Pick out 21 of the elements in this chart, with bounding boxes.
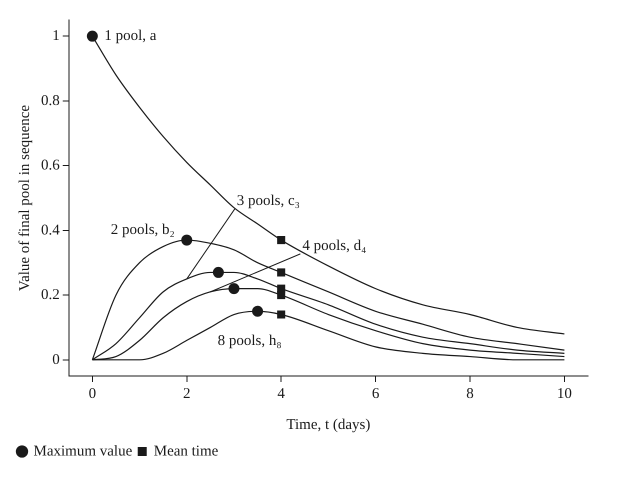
y-axis-title: Value of final pool in sequence (16, 104, 33, 292)
y-tick-label: 0.6 (41, 158, 60, 174)
y-tick-label: 0.2 (41, 287, 60, 304)
y-tick-label: 0 (52, 352, 60, 368)
x-tick-label: 2 (183, 386, 191, 402)
annotation: 1 pool, a (104, 28, 157, 44)
y-tick-label: 0.4 (41, 222, 60, 238)
x-tick-label: 10 (556, 386, 572, 402)
x-axis-title: Time, t (days) (286, 416, 370, 433)
x-tick-label: 0 (88, 386, 96, 402)
x-tick-label: 4 (277, 386, 286, 402)
annotation: 8 pools, h₈ (218, 333, 282, 350)
annotation: 2 pools, b₂ (110, 222, 175, 238)
y-tick-label: 0.8 (41, 92, 60, 109)
x-tick-label: 6 (372, 386, 380, 402)
legend-label: Mean time (154, 443, 219, 460)
legend-label: Maximum value (34, 443, 133, 460)
annotation: 4 pools, d₄ (302, 238, 366, 254)
y-tick-label: 1 (52, 28, 60, 44)
annotation: 3 pools, c₃ (236, 192, 300, 209)
x-tick-label: 8 (466, 386, 474, 402)
